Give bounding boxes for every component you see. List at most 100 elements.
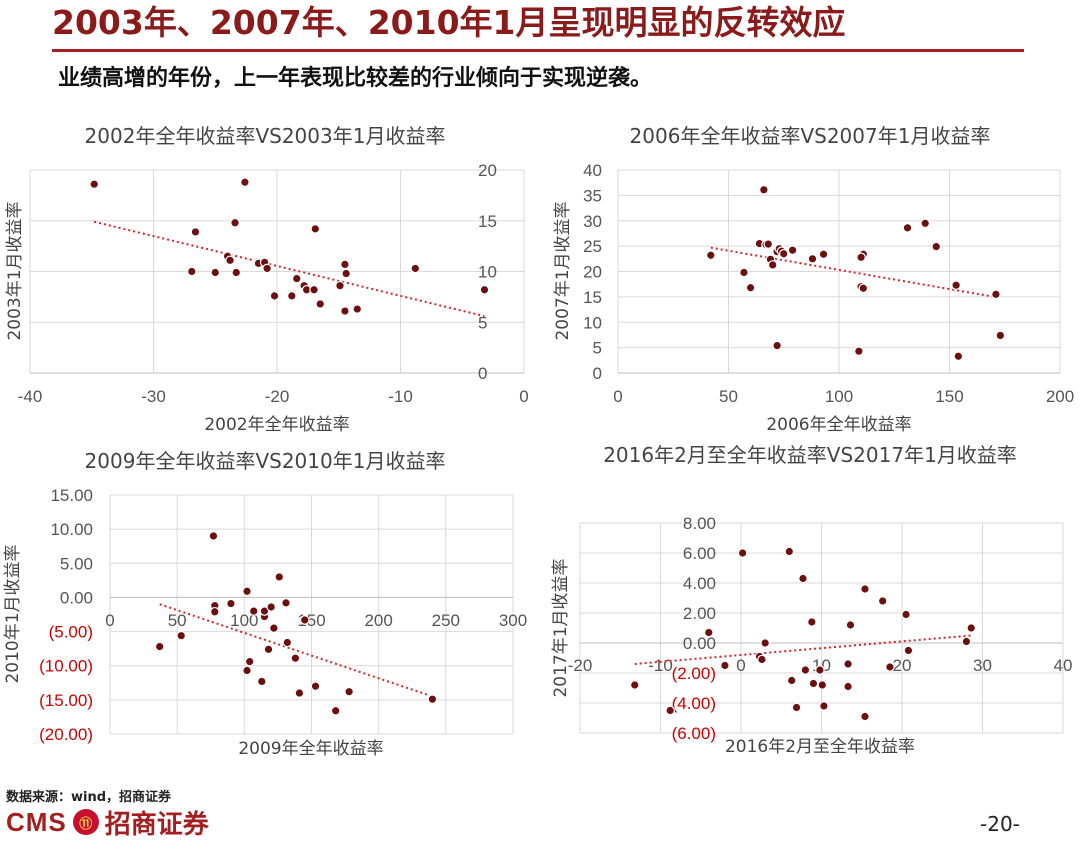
logo-chinese-text: 招商证券 [104,809,209,840]
y-tick-label: 5 [593,339,602,358]
data-point [843,681,853,692]
x-tick-label: 50 [168,611,187,630]
data-point [995,330,1006,341]
y-tick-label: (5.00) [49,623,93,642]
data-point [266,602,276,612]
data-point [294,688,305,698]
y-tick-label: (2.00) [672,664,716,683]
y-tick-label: (4.00) [672,694,716,713]
data-point [845,620,856,630]
data-point [759,184,769,195]
x-axis-title: 2009年全年收益率 [238,739,383,759]
x-tick-label: -10 [388,387,413,406]
y-tick-label: 35 [583,186,602,205]
y-tick-label: 20 [478,161,497,180]
data-point [310,224,321,234]
chart-2: 0 50 100 150 200 0 5 10 15 20 25 30 35 40 2006年全年收益率 20… [553,161,1074,435]
data-point [786,675,797,686]
x-tick-label: 0 [613,387,622,406]
data-point [772,340,782,351]
x-tick-label: 0 [519,387,528,406]
data-point [843,659,853,669]
chart-1: -40 -30 -20 -10 0 0 5 10 15 20 2002年全年收益率 2003年1月收益… [5,161,529,435]
data-point [186,266,197,277]
page-number: -20- [980,812,1020,836]
y-tick-label: (6.00) [672,724,716,743]
data-point [352,304,363,314]
x-tick-label: 150 [935,387,963,406]
data-point [920,218,930,229]
y-tick-label: 6.00 [683,544,716,563]
data-point [953,351,964,362]
data-point [784,546,795,557]
chart-4: -20-100102030408.006.004.002.000.00(2.00… [551,514,1072,757]
chart-1-title: 2002年全年收益率VS2003年1月收益率 [84,124,446,148]
data-point [815,665,825,675]
company-logo: CMS ⑪ 招商证券 [6,806,209,840]
logo-badge-icon: ⑪ [72,809,99,835]
data-point [807,617,817,627]
data-point [242,665,252,676]
y-tick-label: 0.00 [60,588,93,607]
data-point [778,248,789,259]
data-point [231,267,242,278]
data-point [818,249,829,260]
data-point [903,645,914,656]
x-tick-label: 40 [1054,656,1073,675]
y-axis-title: 2003年1月收益率 [5,201,25,340]
x-tick-label: 0 [736,656,745,675]
data-point [757,654,767,665]
y-axis-title: 2007年1月收益率 [553,201,573,340]
x-tick-label: 250 [432,611,460,630]
data-point [808,678,819,689]
data-point [154,641,165,652]
data-point [281,598,291,608]
chart-3-title: 2009年全年收益率VS2010年1月收益率 [84,449,446,473]
data-point [259,606,270,616]
data-point [341,268,351,279]
data-point [961,636,972,647]
trendline [710,246,1001,299]
x-tick-label: -20 [265,387,290,406]
data-point [274,572,285,582]
data-point [244,656,255,667]
y-tick-label: 2.00 [683,604,716,623]
data-point [330,705,341,716]
data-point [479,284,490,295]
data-point [800,665,811,675]
data-point [860,584,870,594]
data-point [309,284,319,295]
data-point [767,260,778,270]
data-point [89,179,100,190]
data-point [885,662,895,672]
data-point [210,267,221,278]
logo-badge-mark: ⑪ [79,815,93,831]
data-point [209,606,220,617]
x-axis-title: 2006年全年收益率 [766,415,911,435]
data-point [226,598,236,609]
data-point [902,223,913,233]
y-tick-label: 0.00 [683,634,716,653]
data-point [299,615,310,625]
x-tick-label: -40 [18,387,43,406]
data-point [256,676,267,687]
y-tick-label: 4.00 [683,574,716,593]
data-point [856,252,866,263]
y-tick-label: 5.00 [60,554,93,573]
data-point [344,686,354,697]
x-tick-label: 100 [825,387,853,406]
data-point [335,280,345,291]
y-tick-label: (15.00) [39,691,93,710]
y-tick-label: 10.00 [50,520,93,539]
data-point [269,623,279,633]
data-point [817,680,828,690]
data-point [340,259,350,270]
data-point [340,306,350,316]
data-point [665,705,675,716]
x-axis-title: 2002年全年收益率 [204,415,349,435]
y-tick-label: 10 [478,263,497,282]
x-tick-label: -30 [141,387,166,406]
data-point [787,245,798,255]
data-point [791,702,802,713]
y-tick-label: 10 [583,313,602,332]
